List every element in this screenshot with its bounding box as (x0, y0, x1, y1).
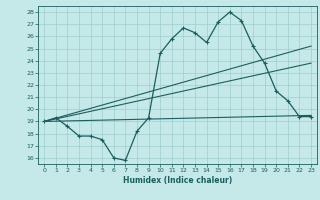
X-axis label: Humidex (Indice chaleur): Humidex (Indice chaleur) (123, 176, 232, 185)
